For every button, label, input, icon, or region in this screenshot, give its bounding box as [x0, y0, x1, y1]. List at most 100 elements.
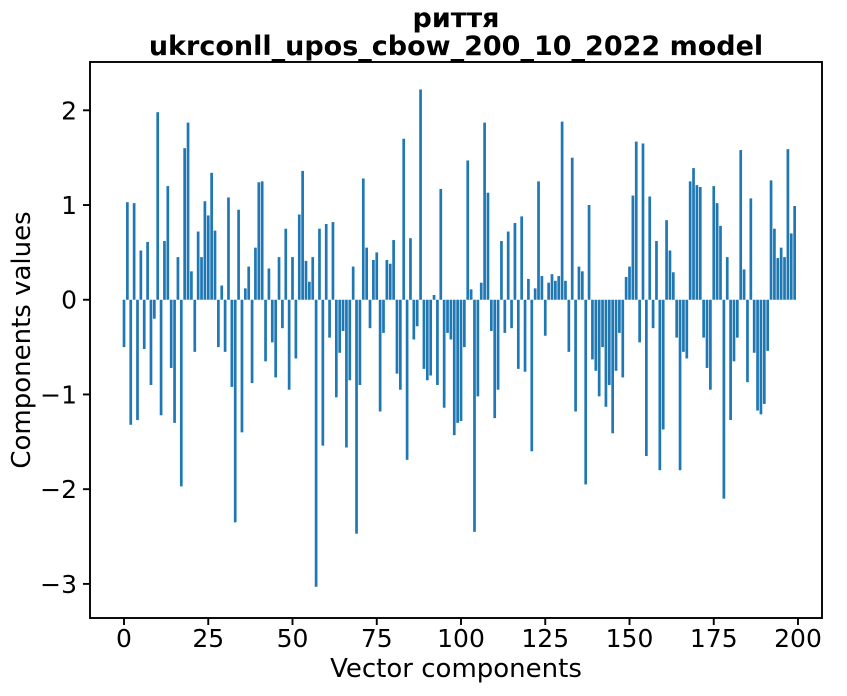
- bar: [419, 89, 422, 300]
- bar: [152, 299, 156, 319]
- bar: [200, 257, 203, 300]
- bar: [375, 252, 379, 300]
- bar: [466, 160, 470, 300]
- bar: [250, 299, 254, 384]
- bar: [611, 299, 615, 434]
- bar: [203, 201, 207, 300]
- bar: [547, 282, 550, 300]
- bar: [473, 299, 476, 532]
- bar: [675, 299, 679, 338]
- bar: [483, 122, 486, 300]
- chart-title-model: ukrconll_upos_cbow_200_10_2022 model: [149, 31, 763, 62]
- bar: [399, 299, 402, 390]
- bar: [705, 299, 709, 368]
- bar: [355, 299, 358, 534]
- bar: [247, 266, 251, 300]
- bar: [591, 299, 594, 360]
- bar: [308, 281, 311, 300]
- bar: [614, 299, 618, 371]
- bar: [388, 263, 392, 300]
- bar: [655, 241, 658, 300]
- bar: [500, 241, 503, 300]
- y-tick-label: 2: [61, 96, 77, 125]
- bar: [574, 299, 577, 412]
- bar: [240, 299, 244, 433]
- bar: [567, 299, 571, 352]
- bar: [324, 223, 328, 300]
- bar: [449, 299, 453, 340]
- bar: [452, 299, 456, 436]
- bar: [237, 209, 240, 300]
- bar: [715, 203, 719, 300]
- bar: [702, 299, 705, 338]
- x-tick-label: 150: [606, 624, 654, 653]
- bar: [634, 141, 638, 300]
- x-axis-ticks: [123, 618, 799, 625]
- bar: [682, 299, 685, 352]
- bar: [506, 231, 510, 300]
- bar: [618, 299, 621, 333]
- y-axis-label: Components values: [7, 211, 37, 468]
- bar: [405, 299, 409, 460]
- bar: [638, 299, 641, 343]
- bar: [496, 299, 500, 390]
- bar: [254, 247, 257, 300]
- bar: [270, 299, 274, 343]
- bar: [489, 299, 493, 331]
- bar: [139, 250, 143, 300]
- bar: [304, 260, 308, 300]
- bar: [206, 215, 210, 300]
- bar: [284, 228, 288, 300]
- bar: [530, 299, 534, 452]
- bar: [196, 231, 200, 300]
- bar: [129, 299, 133, 425]
- bar: [725, 257, 729, 300]
- bar: [142, 299, 146, 349]
- y-tick-labels: 2 1 0 −1 −2 −3: [40, 96, 77, 599]
- bar: [601, 299, 604, 348]
- bar: [233, 299, 237, 523]
- bar: [523, 299, 527, 372]
- y-tick-label: 1: [61, 191, 77, 220]
- bar: [685, 299, 689, 359]
- bar: [594, 299, 598, 371]
- bar: [392, 240, 395, 300]
- bar: [739, 150, 743, 300]
- bar: [415, 299, 419, 327]
- bar: [230, 299, 234, 387]
- bar: [361, 178, 365, 300]
- bar: [243, 288, 247, 300]
- bar: [641, 143, 645, 300]
- bar: [338, 299, 342, 353]
- bar: [186, 122, 190, 300]
- bar: [136, 299, 139, 421]
- bar: [678, 299, 682, 471]
- bar: [695, 185, 699, 300]
- bar: [146, 241, 149, 300]
- bar: [783, 257, 786, 300]
- bar: [297, 214, 301, 300]
- bar: [486, 192, 490, 300]
- axes-spines: [89, 61, 823, 619]
- bar: [210, 172, 213, 300]
- bar: [516, 299, 520, 369]
- bar: [274, 299, 278, 378]
- bar: [533, 288, 537, 300]
- bar: [493, 299, 497, 419]
- y-tick-label: −2: [40, 475, 77, 504]
- y-tick-label: 0: [61, 286, 77, 315]
- bar: [543, 299, 547, 336]
- bar: [722, 299, 726, 499]
- bar: [257, 182, 261, 300]
- bar: [762, 299, 766, 404]
- bar: [665, 220, 668, 300]
- x-tick-label: 175: [690, 624, 738, 653]
- bar: [365, 247, 368, 300]
- x-tick-label: 100: [437, 624, 485, 653]
- bar: [550, 274, 554, 300]
- bar: [126, 202, 129, 300]
- bar: [604, 299, 608, 407]
- bar: [446, 299, 449, 333]
